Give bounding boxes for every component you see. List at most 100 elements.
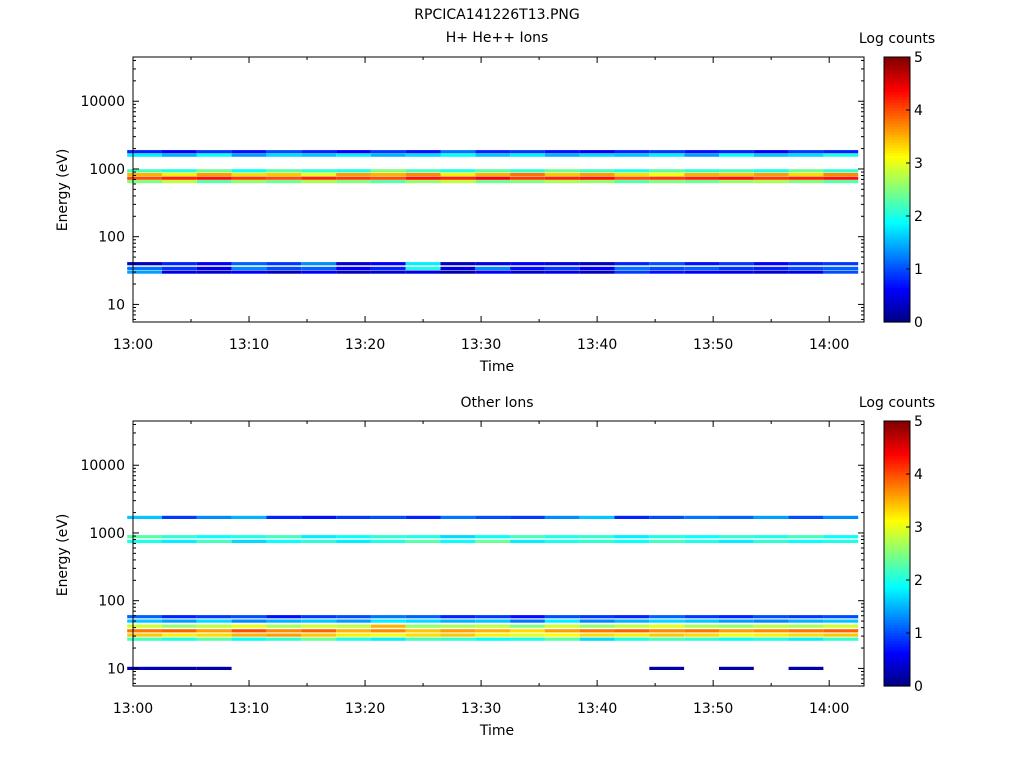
heatmap-cell bbox=[684, 169, 719, 173]
heatmap-cell bbox=[336, 624, 371, 628]
heatmap-cell bbox=[579, 637, 615, 641]
heatmap-cell bbox=[196, 624, 232, 628]
heatmap-cell bbox=[231, 150, 267, 154]
heatmap-cell bbox=[162, 615, 197, 619]
heatmap-cell bbox=[196, 270, 232, 274]
colorbar-segment bbox=[884, 186, 910, 191]
heatmap-cell bbox=[370, 535, 406, 539]
colorbar-segment bbox=[884, 157, 910, 161]
heatmap-cell bbox=[544, 637, 580, 641]
heatmap-cell bbox=[649, 615, 685, 619]
heatmap-cell bbox=[649, 150, 685, 154]
colorbar-segment bbox=[884, 110, 910, 114]
heatmap-cell bbox=[579, 624, 615, 628]
colorbar-segment bbox=[884, 271, 910, 275]
heatmap-cell bbox=[614, 629, 650, 633]
heatmap-cell bbox=[231, 266, 267, 270]
heatmap-cell bbox=[753, 629, 789, 633]
heatmap-cell bbox=[196, 169, 232, 173]
heatmap-cell bbox=[231, 535, 267, 539]
heatmap-cell bbox=[301, 535, 336, 539]
colorbar-segment bbox=[884, 216, 910, 220]
colorbar-segment bbox=[884, 70, 910, 74]
heatmap-cell bbox=[649, 153, 685, 157]
heatmap-cell bbox=[266, 153, 302, 157]
heatmap-cell bbox=[336, 615, 371, 619]
colorbar-segment bbox=[884, 197, 910, 201]
heatmap-cell bbox=[336, 176, 371, 180]
colorbar-segment bbox=[884, 680, 910, 684]
colorbar-segment bbox=[884, 155, 910, 159]
heatmap-cell bbox=[196, 266, 232, 270]
heatmap-cell bbox=[753, 150, 789, 154]
heatmap-cell bbox=[788, 515, 824, 519]
panel-2-y-label: Energy (eV) bbox=[55, 514, 71, 597]
heatmap-cell bbox=[405, 266, 441, 270]
heatmap-cell bbox=[823, 629, 859, 633]
colorbar-segment bbox=[884, 683, 910, 687]
heatmap-cell bbox=[440, 624, 476, 628]
colorbar-segment bbox=[884, 572, 910, 576]
heatmap-cell bbox=[370, 633, 406, 637]
heatmap-cell bbox=[162, 624, 197, 628]
panel-2-heatmap-cells bbox=[127, 515, 859, 670]
heatmap-cell bbox=[162, 169, 197, 173]
heatmap-cell bbox=[579, 262, 615, 266]
heatmap-cell bbox=[266, 150, 302, 154]
heatmap-cell bbox=[405, 624, 441, 628]
heatmap-cell bbox=[336, 629, 371, 633]
heatmap-cell bbox=[127, 539, 162, 543]
heatmap-cell bbox=[719, 169, 754, 173]
heatmap-cell bbox=[823, 633, 859, 637]
heatmap-cell bbox=[684, 637, 719, 641]
heatmap-cell bbox=[753, 153, 789, 157]
heatmap-cell bbox=[614, 262, 650, 266]
colorbar-segment bbox=[884, 585, 910, 589]
heatmap-cell bbox=[266, 176, 302, 180]
figure-title: RPCICA141226T13.PNG bbox=[414, 7, 579, 23]
y-tick-label: 10 bbox=[107, 661, 125, 677]
heatmap-cell bbox=[753, 169, 789, 173]
heatmap-cell bbox=[266, 172, 302, 177]
colorbar-segment bbox=[884, 511, 910, 515]
colorbar-tick-label: 0 bbox=[914, 679, 923, 695]
heatmap-cell bbox=[231, 172, 267, 177]
heatmap-cell bbox=[475, 169, 511, 173]
heatmap-cell bbox=[475, 615, 511, 619]
heatmap-cell bbox=[544, 266, 580, 270]
heatmap-cell bbox=[684, 172, 719, 177]
colorbar-segment bbox=[884, 556, 910, 560]
heatmap-cell bbox=[301, 539, 336, 543]
panel-1-x-label: Time bbox=[479, 359, 514, 375]
panel-2-x-label: Time bbox=[479, 723, 514, 739]
heatmap-cell bbox=[405, 619, 441, 623]
colorbar-segment bbox=[884, 306, 910, 310]
colorbar-segment bbox=[884, 489, 910, 494]
heatmap-cell bbox=[405, 176, 441, 180]
heatmap-cell bbox=[440, 266, 476, 270]
heatmap-cell bbox=[370, 262, 406, 266]
heatmap-cell bbox=[440, 180, 476, 184]
panel-1-heatmap-cells bbox=[127, 150, 859, 274]
heatmap-cell bbox=[370, 539, 406, 543]
heatmap-cell bbox=[405, 535, 441, 539]
heatmap-cell bbox=[266, 180, 302, 184]
heatmap-cell bbox=[510, 172, 545, 177]
heatmap-cell bbox=[719, 153, 754, 157]
heatmap-cell bbox=[579, 515, 615, 519]
colorbar-segment bbox=[884, 529, 910, 533]
colorbar-segment bbox=[884, 436, 910, 441]
heatmap-cell bbox=[336, 270, 371, 274]
heatmap-cell bbox=[684, 539, 719, 543]
panel-2-plot-frame bbox=[132, 420, 865, 687]
colorbar-segment bbox=[884, 566, 910, 570]
heatmap-cell bbox=[440, 637, 476, 641]
heatmap-cell bbox=[649, 180, 685, 184]
heatmap-cell bbox=[370, 180, 406, 184]
colorbar-tick-label: 4 bbox=[914, 103, 923, 119]
heatmap-cell bbox=[614, 150, 650, 154]
heatmap-cell bbox=[544, 150, 580, 154]
heatmap-cell bbox=[440, 629, 476, 633]
colorbar-segment bbox=[884, 635, 910, 639]
